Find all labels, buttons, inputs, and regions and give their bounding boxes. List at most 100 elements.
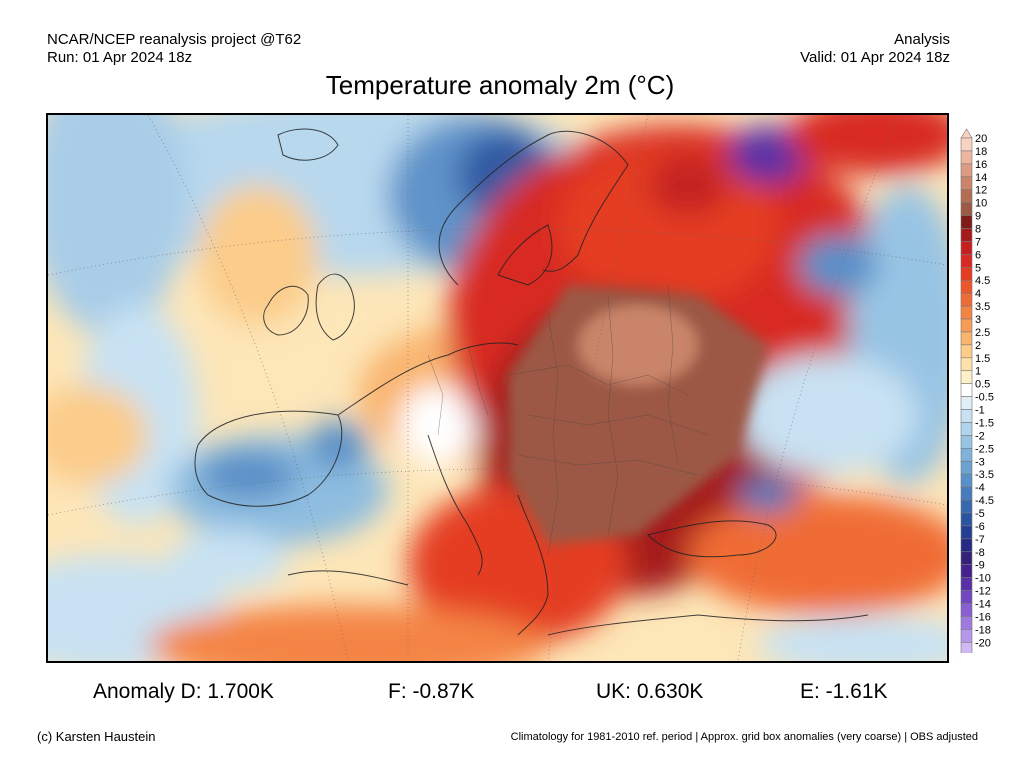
header-right: Analysis Valid: 01 Apr 2024 18z — [800, 31, 950, 67]
color-legend: 201816141210987654.543.532.521.510.5-0.5… — [960, 128, 994, 653]
map-title: Temperature anomaly 2m (°C) — [325, 70, 675, 100]
copyright-label: (c) Karsten Haustein — [37, 729, 156, 744]
legend-label: -10 — [975, 573, 991, 585]
legend-swatch — [960, 163, 973, 178]
legend-label: -1 — [975, 405, 985, 417]
legend-swatch — [960, 305, 973, 320]
stat-uk: UK: 0.630K — [596, 680, 704, 703]
legend-swatch — [960, 564, 973, 578]
legend-label: 10 — [975, 198, 987, 210]
legend-swatch — [960, 344, 973, 359]
legend-swatch — [960, 189, 973, 203]
legend-swatch — [960, 641, 973, 653]
legend-label: -2.5 — [975, 443, 994, 455]
legend-swatch — [960, 202, 973, 216]
legend-label: 16 — [975, 159, 987, 171]
legend-swatch — [960, 357, 973, 372]
map-canvas — [48, 115, 947, 661]
legend-label: 12 — [975, 185, 987, 197]
legend-swatch — [960, 629, 973, 643]
graticule — [48, 115, 947, 661]
legend-swatch — [960, 370, 973, 384]
legend-swatch — [960, 448, 973, 462]
legend-label: -16 — [975, 611, 991, 623]
anomaly-field — [48, 115, 947, 661]
legend-swatch — [960, 331, 973, 346]
legend-label: 3.5 — [975, 301, 990, 313]
legend-swatch — [960, 525, 973, 540]
legend-swatch — [960, 486, 973, 501]
legend-swatch — [960, 176, 973, 191]
legend-label: -5 — [975, 508, 985, 520]
legend-swatch — [960, 383, 973, 397]
anomaly-map — [46, 113, 949, 663]
legend-swatch — [960, 499, 973, 514]
valid-label: Valid: 01 Apr 2024 18z — [800, 49, 950, 66]
legend-swatch — [960, 228, 973, 242]
legend-label: -18 — [975, 624, 991, 636]
legend-label: -6 — [975, 521, 985, 533]
legend-label: 4 — [975, 288, 981, 300]
legend-label: 3 — [975, 314, 981, 326]
legend-swatch — [960, 254, 973, 268]
legend-label: -8 — [975, 547, 985, 559]
legend-label: -4 — [975, 482, 985, 494]
legend-label: 14 — [975, 172, 987, 184]
analysis-label: Analysis — [894, 31, 950, 48]
legend-swatch — [960, 460, 973, 475]
legend-label: -3.5 — [975, 469, 994, 481]
legend-label: 5 — [975, 262, 981, 274]
legend-swatch — [960, 422, 973, 436]
legend-label: -9 — [975, 560, 985, 572]
legend-swatch — [960, 396, 973, 410]
legend-label: 6 — [975, 249, 981, 261]
legend-label: -3 — [975, 456, 985, 468]
legend-label: 2.5 — [975, 327, 990, 339]
legend-label: 4.5 — [975, 275, 990, 287]
climatology-note: Climatology for 1981-2010 ref. period | … — [510, 731, 978, 743]
legend-swatch — [960, 590, 973, 604]
legend-label: -2 — [975, 430, 985, 442]
legend-swatch — [960, 150, 973, 165]
legend-swatch — [960, 137, 973, 152]
legend-swatch — [960, 215, 973, 229]
legend-swatch — [960, 435, 973, 449]
legend-label: 2 — [975, 340, 981, 352]
legend-arrow-top — [960, 128, 973, 139]
legend-label: 1 — [975, 366, 981, 378]
legend-label: 9 — [975, 211, 981, 223]
stat-f: F: -0.87K — [388, 680, 475, 703]
legend-swatch — [960, 512, 973, 527]
stat-e: E: -1.61K — [800, 680, 888, 703]
legend-label: -7 — [975, 534, 985, 546]
legend-swatch — [960, 603, 973, 617]
legend-swatch — [960, 279, 973, 294]
legend-label: -12 — [975, 586, 991, 598]
legend-swatch — [960, 551, 973, 565]
run-label: Run: 01 Apr 2024 18z — [47, 49, 193, 66]
legend-swatch — [960, 616, 973, 630]
legend-swatch — [960, 267, 973, 281]
legend-label: -0.5 — [975, 392, 994, 404]
legend-swatch — [960, 473, 973, 488]
legend-swatch — [960, 318, 973, 333]
legend-swatch — [960, 241, 973, 255]
legend-label: -20 — [975, 637, 991, 649]
legend-label: 8 — [975, 224, 981, 236]
legend-label: 1.5 — [975, 353, 990, 365]
legend-swatch — [960, 577, 973, 591]
legend-label: 18 — [975, 146, 987, 158]
legend-swatch — [960, 292, 973, 307]
legend-label: -4.5 — [975, 495, 994, 507]
borders — [427, 284, 709, 556]
legend-label: 0.5 — [975, 379, 990, 391]
legend-label: 20 — [975, 133, 987, 145]
legend-swatch — [960, 409, 973, 423]
model-label: NCAR/NCEP reanalysis project @T62 — [47, 31, 302, 48]
stat-anomaly-d: Anomaly D: 1.700K — [93, 680, 274, 703]
header-left: NCAR/NCEP reanalysis project @T62 Run: 0… — [47, 31, 301, 67]
legend-label: -1.5 — [975, 417, 994, 429]
legend-label: -14 — [975, 598, 991, 610]
legend-label: 7 — [975, 236, 981, 248]
legend-swatch — [960, 538, 973, 553]
